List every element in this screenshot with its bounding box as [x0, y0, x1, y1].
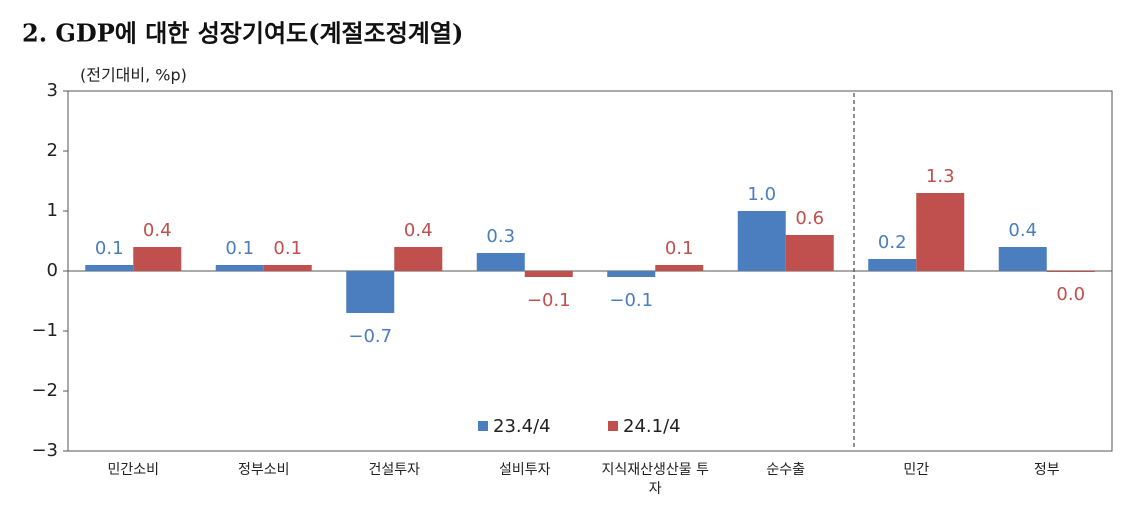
chart-title: 2. GDP에 대한 성장기여도(계절조정계열)	[22, 19, 463, 48]
value-label: 0.1	[273, 238, 302, 259]
y-tick-label: 1	[47, 200, 58, 221]
bar	[737, 211, 786, 271]
bar	[785, 235, 834, 271]
y-tick-label: 0	[47, 260, 58, 281]
x-tick-label: 민간소비	[107, 462, 160, 478]
bar	[998, 247, 1047, 271]
y-axis-label: (전기대비, %p)	[80, 66, 187, 85]
bar	[133, 247, 182, 271]
value-label: 0.3	[486, 226, 515, 247]
legend-label: 23.4/4	[493, 416, 551, 437]
value-label: 1.0	[747, 184, 776, 205]
legend-swatch	[608, 421, 618, 431]
value-label: 0.2	[878, 232, 907, 253]
value-label: 0.6	[795, 208, 824, 229]
value-label: 0.1	[225, 238, 254, 259]
value-label: 0.1	[665, 238, 694, 259]
x-tick-label: 설비투자	[498, 462, 551, 478]
bar	[1046, 271, 1095, 272]
bar	[868, 259, 917, 271]
x-tick-label: 지식재산생산물 투자	[601, 462, 710, 497]
bar	[607, 271, 656, 277]
y-tick-label: −1	[31, 320, 58, 341]
bar	[524, 271, 573, 277]
y-tick-label: 3	[47, 80, 58, 101]
bar	[916, 193, 965, 271]
value-label: 0.1	[95, 238, 124, 259]
value-label: 1.3	[926, 166, 955, 187]
y-tick-label: −3	[31, 440, 58, 461]
x-tick-label: 정부	[1033, 462, 1060, 478]
value-label: 0.4	[143, 220, 172, 241]
x-tick-label: 정부소비	[237, 462, 290, 478]
value-label: 0.4	[1008, 220, 1037, 241]
y-tick-label: −2	[31, 380, 58, 401]
x-tick-label: 민간	[903, 462, 930, 478]
legend-swatch	[478, 421, 488, 431]
x-tick-label: 건설투자	[368, 462, 421, 478]
bar	[655, 265, 704, 271]
value-label: −0.1	[609, 290, 653, 311]
y-tick-label: 2	[47, 140, 58, 161]
bar	[476, 253, 525, 271]
bar	[394, 247, 443, 271]
value-label: −0.1	[527, 290, 571, 311]
bar	[346, 271, 395, 313]
bar	[263, 265, 312, 271]
bar	[85, 265, 134, 271]
value-label: 0.0	[1056, 284, 1085, 305]
legend-label: 24.1/4	[623, 416, 681, 437]
value-label: −0.7	[348, 326, 392, 347]
x-tick-label: 순수출	[766, 462, 806, 478]
value-label: 0.4	[404, 220, 433, 241]
bar	[215, 265, 264, 271]
